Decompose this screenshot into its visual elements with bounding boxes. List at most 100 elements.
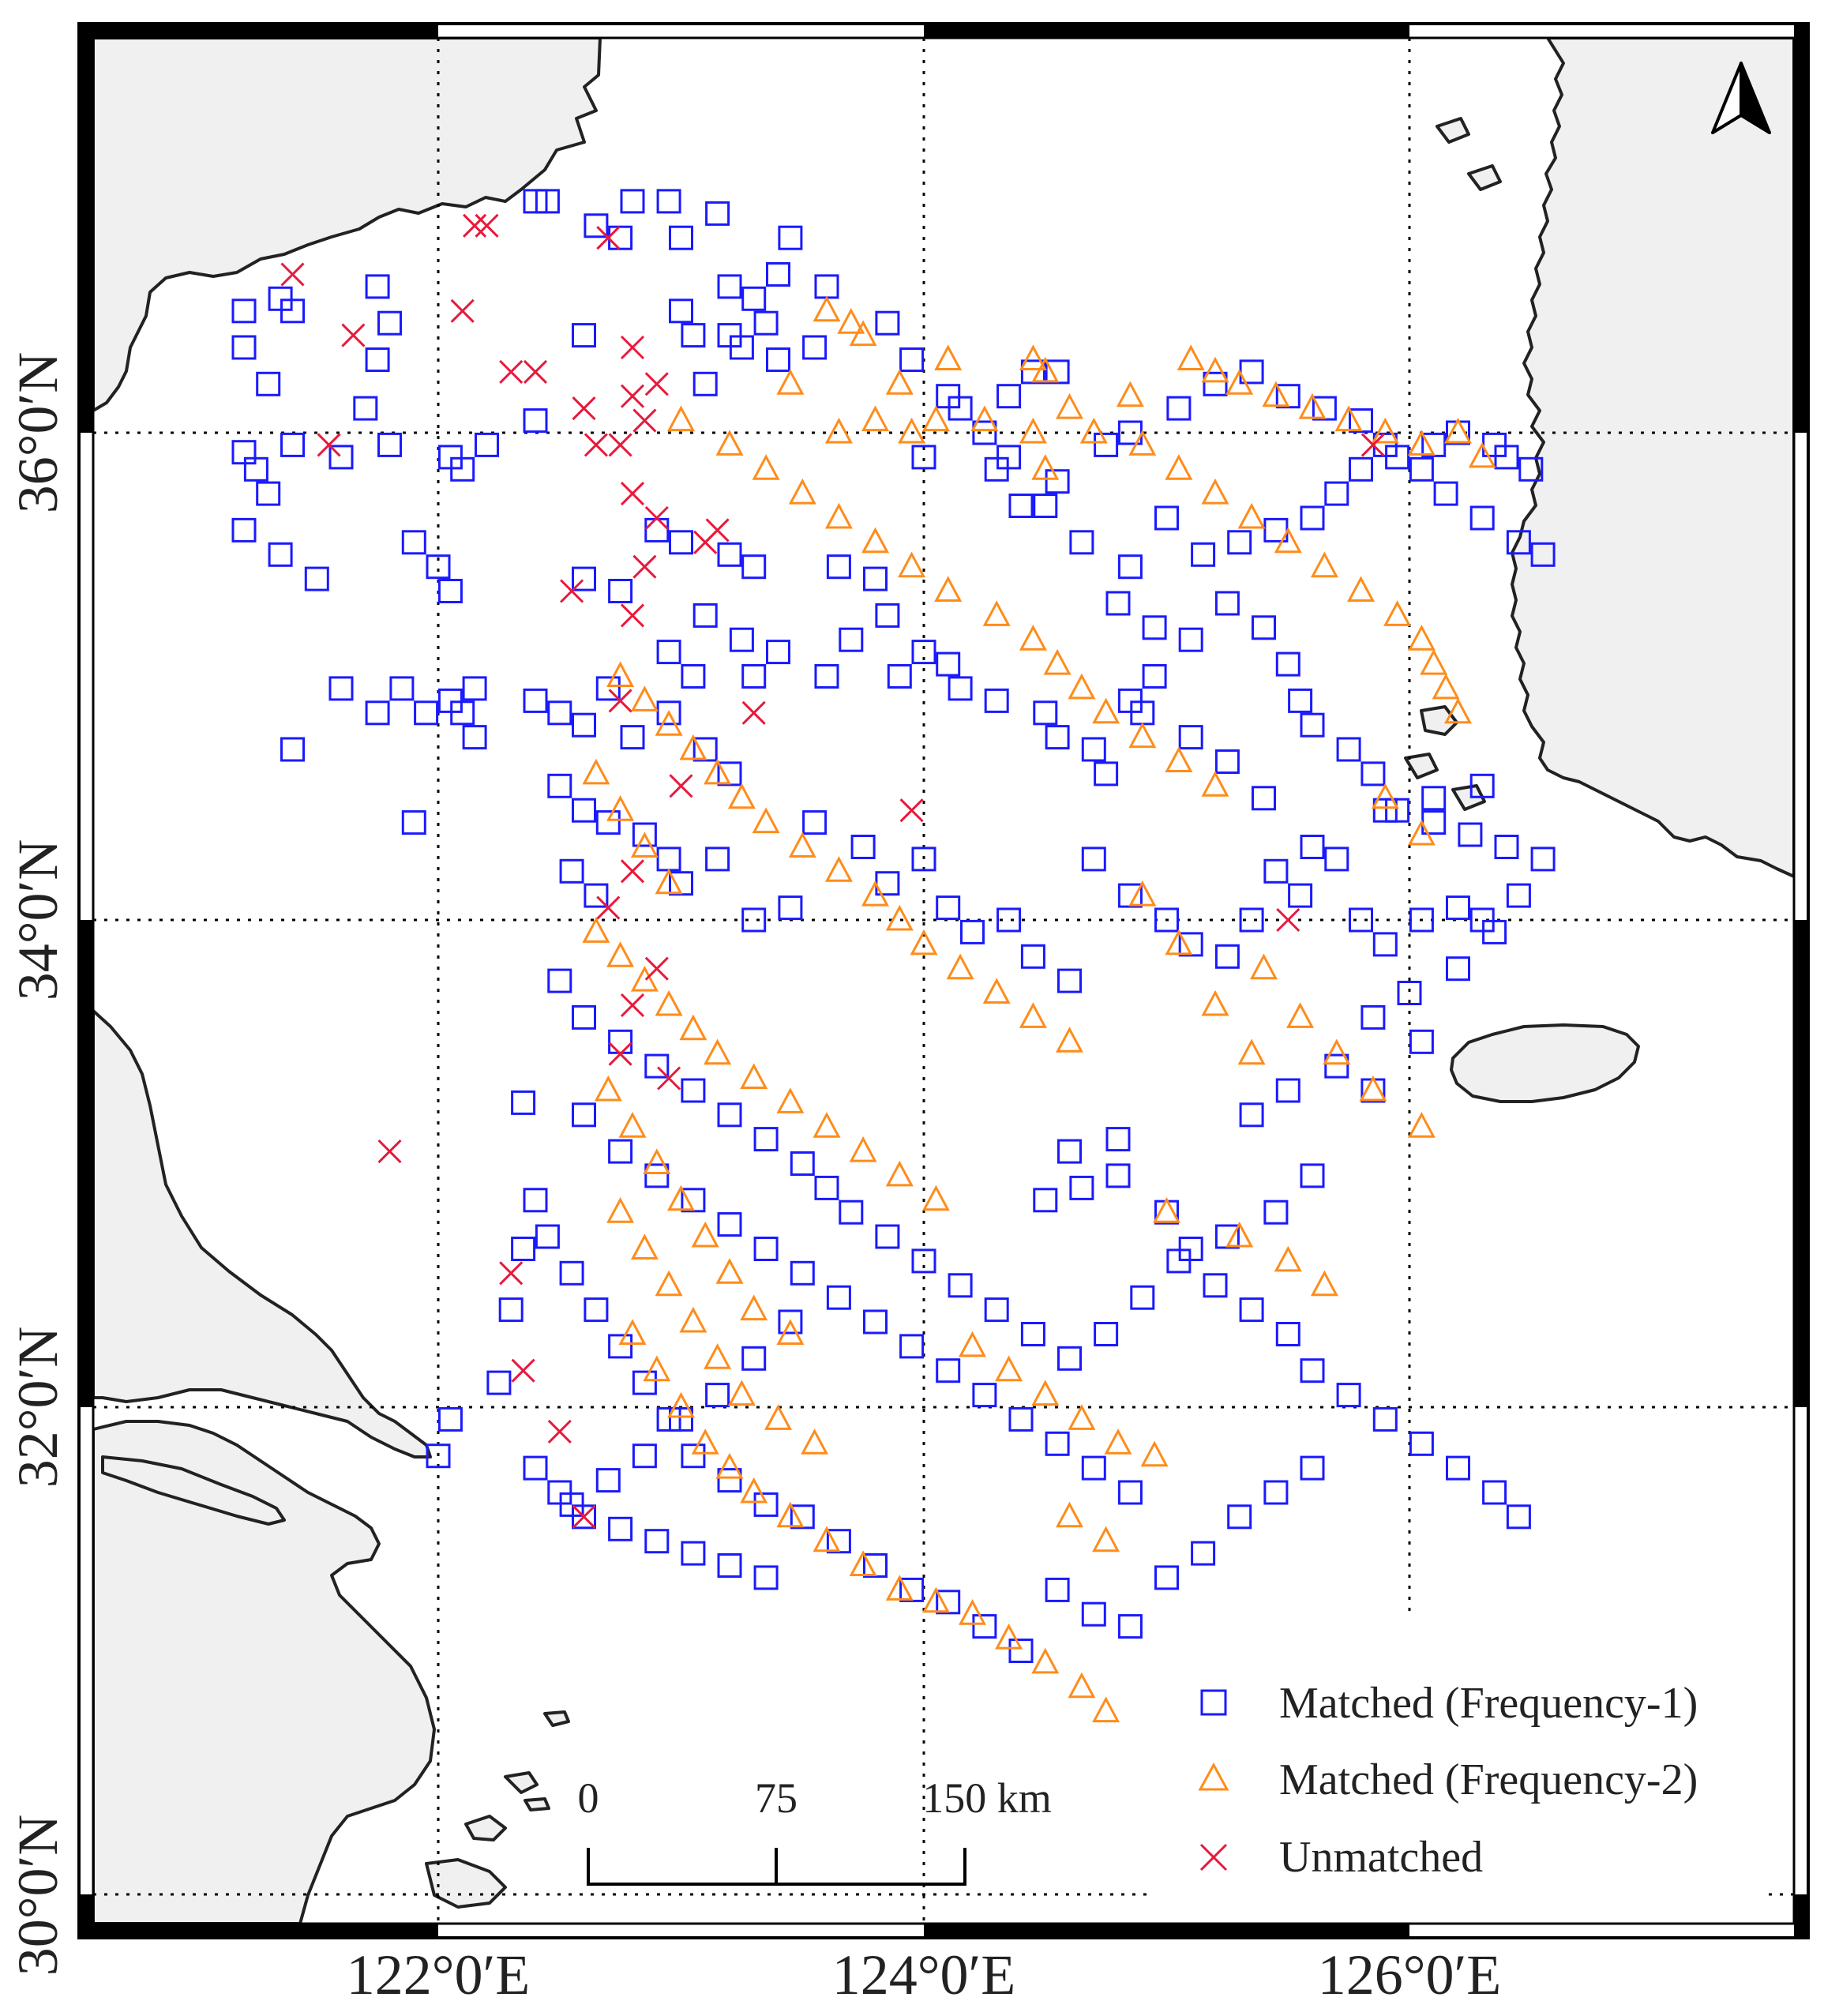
matched-frequency-1-point-119 xyxy=(911,847,936,872)
matched-frequency-2-point-85 xyxy=(849,1136,877,1162)
unmatched-point-3 xyxy=(450,298,475,323)
matched-frequency-1-point-260 xyxy=(1117,1614,1143,1639)
matched-frequency-1-point-284 xyxy=(486,1370,512,1395)
matched-frequency-1-point-132 xyxy=(1288,883,1313,908)
unmatched-point-37 xyxy=(620,859,645,884)
matched-frequency-2-point-128 xyxy=(1152,1197,1181,1223)
matched-frequency-1-point-272 xyxy=(1397,981,1422,1005)
matched-frequency-1-point-226 xyxy=(717,1468,742,1493)
matched-frequency-1-point-294 xyxy=(741,1346,767,1371)
matched-frequency-2-point-68 xyxy=(946,953,974,980)
matched-frequency-1-point-199 xyxy=(948,1273,973,1298)
matched-frequency-1-point-216 xyxy=(1045,1431,1070,1456)
matched-frequency-1-point-138 xyxy=(1446,895,1470,921)
matched-frequency-2-point-130 xyxy=(1274,1245,1302,1272)
matched-frequency-2-point-87 xyxy=(921,1184,950,1211)
matched-frequency-1-point-107 xyxy=(595,810,621,835)
unmatched-point-10 xyxy=(620,335,645,360)
matched-frequency-1-point-255 xyxy=(1446,1455,1470,1481)
yangtze-delta xyxy=(93,1420,436,1924)
matched-frequency-2-point-10 xyxy=(861,405,890,432)
matched-frequency-1-point-7 xyxy=(328,445,354,470)
matched-frequency-1-point-76 xyxy=(729,627,754,652)
matched-frequency-2-point-1 xyxy=(837,308,865,334)
matched-frequency-1-point-149 xyxy=(1336,737,1361,762)
matched-frequency-1-point-296 xyxy=(1372,798,1398,823)
matched-frequency-1-point-168 xyxy=(1154,505,1179,531)
matched-frequency-2-point-25 xyxy=(1019,625,1047,651)
matched-frequency-2-point-95 xyxy=(776,1319,805,1345)
matched-frequency-1-point-103 xyxy=(692,737,718,762)
matched-frequency-1-point-218 xyxy=(1117,1480,1143,1505)
matched-frequency-1-point-183 xyxy=(1433,481,1458,506)
matched-frequency-2-point-15 xyxy=(1031,454,1060,480)
korean-peninsula xyxy=(1511,38,1794,878)
matched-frequency-1-point-27 xyxy=(389,676,415,701)
matched-frequency-1-point-235 xyxy=(523,1455,548,1481)
matched-frequency-1-point-185 xyxy=(1506,530,1531,555)
legend-marker-frequency-1 xyxy=(1200,1689,1227,1716)
matched-frequency-1-point-98 xyxy=(547,700,572,726)
matched-frequency-1-point-52 xyxy=(692,371,718,396)
matched-frequency-2-point-137 xyxy=(1407,819,1436,846)
matched-frequency-1-point-274 xyxy=(1409,1029,1434,1054)
matched-frequency-1-point-270 xyxy=(1324,1053,1349,1079)
matched-frequency-1-point-191 xyxy=(681,1078,706,1103)
matched-frequency-1-point-111 xyxy=(705,847,730,872)
frame-left-segment-0 xyxy=(79,24,93,433)
matched-frequency-1-point-85 xyxy=(814,664,839,689)
matched-frequency-1-point-193 xyxy=(753,1127,779,1152)
scale-bar xyxy=(587,1848,966,1886)
matched-frequency-2-point-71 xyxy=(1055,1027,1084,1053)
unmatched-point-36 xyxy=(1360,433,1385,457)
matched-frequency-2-point-59 xyxy=(679,734,707,760)
matched-frequency-1-point-127 xyxy=(1154,907,1179,933)
matched-frequency-1-point-93 xyxy=(1081,737,1106,762)
matched-frequency-1-point-146 xyxy=(1275,651,1300,677)
matched-frequency-1-point-227 xyxy=(753,1492,779,1517)
unmatched-point-21 xyxy=(560,579,584,603)
matched-frequency-1-point-252 xyxy=(1336,1383,1361,1408)
matched-frequency-2-point-66 xyxy=(885,904,914,931)
matched-frequency-2-point-110 xyxy=(776,1501,805,1528)
legend-label-unmatched: Unmatched xyxy=(1279,1833,1483,1882)
matched-frequency-2-point-22 xyxy=(898,551,926,578)
matched-frequency-2-point-54 xyxy=(1432,673,1460,700)
matched-frequency-2-point-62 xyxy=(752,807,780,834)
unmatched-point-38 xyxy=(644,956,669,981)
matched-frequency-1-point-184 xyxy=(1469,505,1495,531)
matched-frequency-1-point-298 xyxy=(1469,773,1495,798)
matched-frequency-1-point-265 xyxy=(1300,1455,1325,1481)
matched-frequency-1-point-283 xyxy=(437,1406,463,1432)
matched-frequency-2-point-78 xyxy=(630,965,659,992)
matched-frequency-1-point-101 xyxy=(620,725,645,750)
matched-frequency-1-point-229 xyxy=(826,1529,851,1554)
matched-frequency-1-point-134 xyxy=(1324,847,1349,872)
matched-frequency-2-point-33 xyxy=(1201,356,1229,383)
zhoushan-island-4 xyxy=(543,1710,570,1727)
matched-frequency-1-point-179 xyxy=(1312,396,1337,421)
matched-frequency-2-point-41 xyxy=(1468,441,1496,468)
matched-frequency-2-point-32 xyxy=(1177,344,1205,370)
matched-frequency-1-point-221 xyxy=(584,1297,609,1323)
matched-frequency-2-point-20 xyxy=(824,502,853,529)
matched-frequency-2-point-12 xyxy=(921,405,950,432)
korea-island-3 xyxy=(1451,784,1486,811)
matched-frequency-2-point-2 xyxy=(849,320,877,347)
frame-bottom-segment-1 xyxy=(924,1924,1409,1938)
matched-frequency-1-point-136 xyxy=(1372,932,1398,957)
matched-frequency-1-point-108 xyxy=(632,822,657,847)
matched-frequency-1-point-129 xyxy=(1214,944,1240,969)
unmatched-point-25 xyxy=(669,774,693,798)
legend-marker-unmatched xyxy=(1199,1843,1228,1871)
matched-frequency-1-point-83 xyxy=(875,603,900,628)
matched-frequency-2-point-17 xyxy=(715,430,744,456)
matched-frequency-2-point-74 xyxy=(630,832,659,858)
matched-frequency-1-point-82 xyxy=(863,566,888,591)
matched-frequency-2-point-13 xyxy=(970,405,999,432)
unmatched-point-28 xyxy=(620,993,645,1018)
matched-frequency-2-point-133 xyxy=(1286,1002,1315,1028)
matched-frequency-2-point-40 xyxy=(1443,417,1473,444)
unmatched-point-30 xyxy=(377,1139,402,1164)
matched-frequency-2-point-16 xyxy=(666,405,696,432)
